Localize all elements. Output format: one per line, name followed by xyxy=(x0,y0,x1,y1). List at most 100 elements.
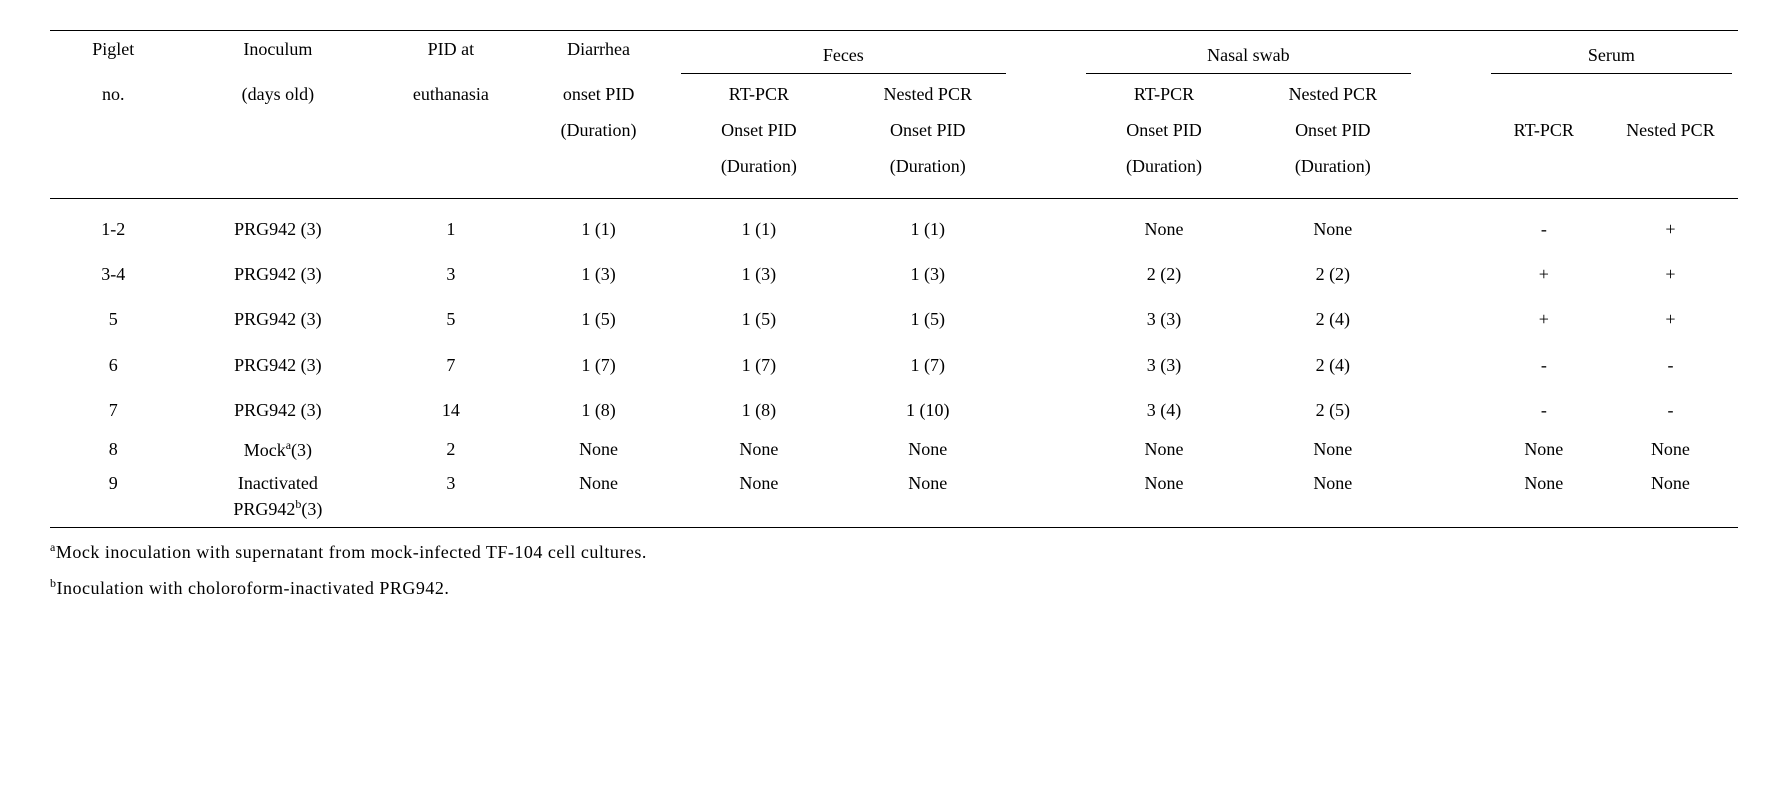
header-feces-rtpcr-l2: Onset PID xyxy=(675,112,844,148)
cell-nasal-rt: 2 (2) xyxy=(1080,252,1249,297)
header-inoculum-l2: (days old) xyxy=(177,76,380,112)
cell-inoculum: InactivatedPRG942b(3) xyxy=(177,467,380,527)
header-serum-nested: Nested PCR xyxy=(1603,76,1738,184)
table-header: Piglet Inoculum PID at Diarrhea Feces Na… xyxy=(50,31,1738,199)
cell-gap2 xyxy=(1417,199,1485,253)
spanner-nasal: Nasal swab xyxy=(1080,31,1418,77)
header-pid-l2: euthanasia xyxy=(379,76,522,112)
cell-serum-nested: None xyxy=(1603,467,1738,527)
cell-feces-rt: 1 (5) xyxy=(675,297,844,342)
cell-serum-rt: + xyxy=(1485,252,1603,297)
header-nasal-rtpcr-l3: (Duration) xyxy=(1080,148,1249,184)
cell-inoculum: PRG942 (3) xyxy=(177,199,380,253)
cell-diarrhea: 1 (1) xyxy=(523,199,675,253)
cell-gap1 xyxy=(1012,433,1080,467)
cell-gap1 xyxy=(1012,388,1080,433)
header-feces-rtpcr-l3: (Duration) xyxy=(675,148,844,184)
cell-feces-rt: 1 (7) xyxy=(675,343,844,388)
cell-inoculum: PRG942 (3) xyxy=(177,252,380,297)
cell-gap2 xyxy=(1417,388,1485,433)
table-row: 8Mocka(3)2NoneNoneNoneNoneNoneNoneNone xyxy=(50,433,1738,467)
cell-piglet: 3-4 xyxy=(50,252,177,297)
cell-serum-rt: - xyxy=(1485,199,1603,253)
table-row: 7PRG942 (3)141 (8)1 (8)1 (10)3 (4)2 (5)-… xyxy=(50,388,1738,433)
cell-diarrhea: 1 (5) xyxy=(523,297,675,342)
footnote-b: bInoculation with choloroform-inactivate… xyxy=(50,570,1738,606)
header-nasal-nested-l1: Nested PCR xyxy=(1248,76,1417,112)
table-row: 3-4PRG942 (3)31 (3)1 (3)1 (3)2 (2)2 (2)+… xyxy=(50,252,1738,297)
cell-inoculum: PRG942 (3) xyxy=(177,343,380,388)
header-diarrhea-l3: (Duration) xyxy=(523,112,675,148)
cell-piglet: 6 xyxy=(50,343,177,388)
cell-feces-nested: 1 (5) xyxy=(843,297,1012,342)
cell-serum-nested: - xyxy=(1603,343,1738,388)
header-feces-rtpcr-l1: RT-PCR xyxy=(675,76,844,112)
cell-pid: 1 xyxy=(379,199,522,253)
cell-nasal-nested: None xyxy=(1248,199,1417,253)
footnote-a-text: Mock inoculation with supernatant from m… xyxy=(56,542,647,562)
cell-feces-rt: 1 (3) xyxy=(675,252,844,297)
data-table: Piglet Inoculum PID at Diarrhea Feces Na… xyxy=(50,30,1738,528)
footnotes: aMock inoculation with supernatant from … xyxy=(50,534,1738,606)
cell-piglet: 8 xyxy=(50,433,177,467)
spanner-feces-rule xyxy=(681,73,1007,74)
header-nasal-rtpcr-l1: RT-PCR xyxy=(1080,76,1249,112)
table-body: 1-2PRG942 (3)11 (1)1 (1)1 (1)NoneNone-+3… xyxy=(50,199,1738,528)
cell-serum-nested: + xyxy=(1603,297,1738,342)
table-row: 6PRG942 (3)71 (7)1 (7)1 (7)3 (3)2 (4)-- xyxy=(50,343,1738,388)
cell-diarrhea: 1 (7) xyxy=(523,343,675,388)
cell-nasal-rt: 3 (3) xyxy=(1080,343,1249,388)
header-nasal-nested-l2: Onset PID xyxy=(1248,112,1417,148)
cell-diarrhea: 1 (3) xyxy=(523,252,675,297)
cell-serum-nested: None xyxy=(1603,433,1738,467)
cell-inoculum: PRG942 (3) xyxy=(177,297,380,342)
cell-gap1 xyxy=(1012,297,1080,342)
cell-gap2 xyxy=(1417,433,1485,467)
cell-serum-rt: + xyxy=(1485,297,1603,342)
spanner-nasal-rule xyxy=(1086,73,1412,74)
cell-piglet: 9 xyxy=(50,467,177,527)
spanner-feces-label: Feces xyxy=(823,45,864,65)
cell-gap1 xyxy=(1012,199,1080,253)
cell-piglet: 5 xyxy=(50,297,177,342)
cell-nasal-nested: 2 (4) xyxy=(1248,343,1417,388)
header-feces-nested-l1: Nested PCR xyxy=(843,76,1012,112)
footnote-b-text: Inoculation with choloroform-inactivated… xyxy=(57,578,450,598)
cell-diarrhea: None xyxy=(523,433,675,467)
cell-feces-nested: 1 (3) xyxy=(843,252,1012,297)
cell-feces-rt: 1 (8) xyxy=(675,388,844,433)
cell-feces-nested: None xyxy=(843,433,1012,467)
cell-nasal-nested: 2 (4) xyxy=(1248,297,1417,342)
header-nasal-nested-l3: (Duration) xyxy=(1248,148,1417,184)
cell-pid: 2 xyxy=(379,433,522,467)
cell-nasal-rt: 3 (3) xyxy=(1080,297,1249,342)
cell-pid: 3 xyxy=(379,467,522,527)
cell-serum-nested: + xyxy=(1603,252,1738,297)
cell-pid: 14 xyxy=(379,388,522,433)
cell-diarrhea: None xyxy=(523,467,675,527)
cell-nasal-nested: None xyxy=(1248,433,1417,467)
header-piglet-l1: Piglet xyxy=(50,31,177,77)
cell-nasal-nested: 2 (5) xyxy=(1248,388,1417,433)
header-diarrhea-l1: Diarrhea xyxy=(523,31,675,77)
header-inoculum-l1: Inoculum xyxy=(177,31,380,77)
cell-nasal-rt: 3 (4) xyxy=(1080,388,1249,433)
cell-serum-rt: - xyxy=(1485,343,1603,388)
header-piglet-l2: no. xyxy=(50,76,177,112)
cell-pid: 5 xyxy=(379,297,522,342)
cell-feces-nested: 1 (10) xyxy=(843,388,1012,433)
table-row: 1-2PRG942 (3)11 (1)1 (1)1 (1)NoneNone-+ xyxy=(50,199,1738,253)
spanner-serum-rule xyxy=(1491,73,1732,74)
footnote-a: aMock inoculation with supernatant from … xyxy=(50,534,1738,570)
cell-serum-rt: None xyxy=(1485,433,1603,467)
cell-gap1 xyxy=(1012,467,1080,527)
spanner-feces: Feces xyxy=(675,31,1013,77)
cell-pid: 7 xyxy=(379,343,522,388)
cell-nasal-rt: None xyxy=(1080,467,1249,527)
cell-diarrhea: 1 (8) xyxy=(523,388,675,433)
cell-serum-rt: - xyxy=(1485,388,1603,433)
cell-gap2 xyxy=(1417,297,1485,342)
cell-feces-nested: 1 (7) xyxy=(843,343,1012,388)
cell-serum-nested: - xyxy=(1603,388,1738,433)
cell-inoculum: PRG942 (3) xyxy=(177,388,380,433)
